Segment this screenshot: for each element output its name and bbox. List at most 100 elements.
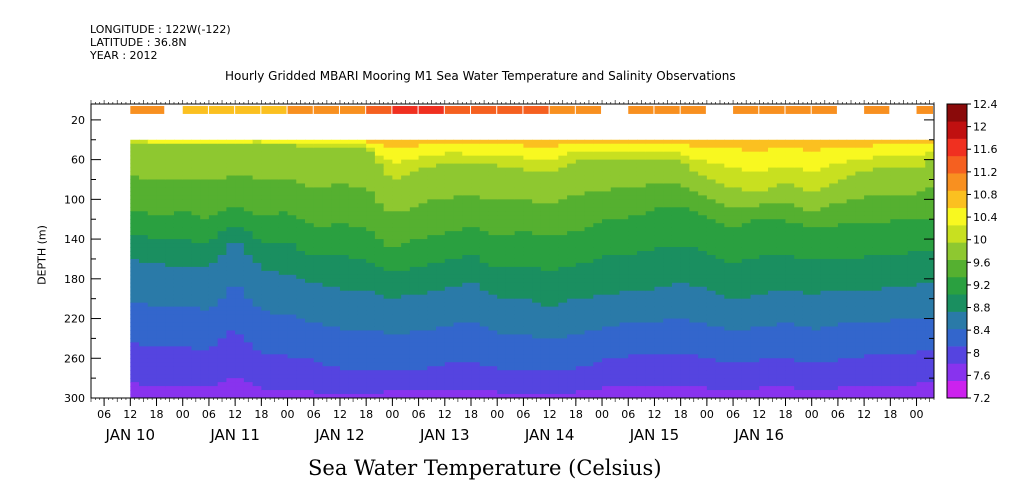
x-day-label: JAN 14 (524, 426, 575, 444)
surface-cell (654, 105, 680, 114)
colorbar-tick-label: 11.6 (973, 143, 998, 156)
surface-cell (471, 105, 497, 114)
surface-cell (366, 105, 392, 114)
surface-cell (523, 105, 549, 114)
x-tick-label: 18 (778, 408, 792, 421)
x-tick-label: 18 (674, 408, 688, 421)
year-text: YEAR : 2012 (90, 49, 158, 62)
y-tick-label: 300 (64, 392, 85, 405)
colorbar-tick-label: 9.2 (973, 279, 991, 292)
x-day-label: JAN 13 (419, 426, 470, 444)
surface-cell (759, 105, 785, 114)
colorbar-swatch (947, 121, 967, 139)
colorbar-swatch (947, 259, 967, 278)
x-tick-label: 18 (464, 408, 478, 421)
colorbar-swatch (947, 207, 967, 226)
x-tick-label: 12 (543, 408, 557, 421)
x-tick-label: 00 (700, 408, 714, 421)
colorbar-label: Sea Water Temperature (Celsius) (308, 456, 662, 480)
colorbar-swatch (947, 225, 967, 243)
surface-cell (811, 105, 837, 114)
x-tick-label: 12 (333, 408, 347, 421)
x-day-label: JAN 10 (105, 426, 156, 444)
latitude-text: LATITUDE : 36.8N (90, 36, 187, 49)
colorbar-frame (946, 103, 968, 399)
colorbar-tick-label: 10 (973, 234, 987, 247)
y-tick-label: 180 (64, 273, 85, 286)
surface-cell (339, 105, 366, 114)
colorbar-tick-label: 7.2 (973, 392, 991, 405)
colorbar-tick-label: 12.4 (973, 98, 998, 111)
surface-temperature-row (130, 105, 933, 114)
colorbar-swatch (947, 363, 967, 382)
surface-cell (864, 105, 890, 114)
x-tick-label: 18 (150, 408, 164, 421)
surface-cell (497, 105, 523, 114)
x-tick-label: 06 (202, 408, 216, 421)
surface-cell (313, 105, 339, 114)
x-tick-label: 00 (385, 408, 399, 421)
colorbar-tick-label: 7.6 (973, 369, 991, 382)
colorbar-swatch (947, 190, 967, 209)
colorbar-swatch (947, 311, 967, 330)
x-day-label: JAN 11 (209, 426, 260, 444)
y-tick-label: 260 (64, 352, 85, 365)
x-tick-label: 12 (438, 408, 452, 421)
x-tick-label: 12 (228, 408, 242, 421)
x-tick-label: 00 (281, 408, 295, 421)
x-tick-label: 18 (254, 408, 268, 421)
colorbar-tick-label: 8.8 (973, 302, 991, 315)
colorbar-swatch (947, 155, 967, 174)
x-day-label: JAN 12 (314, 426, 365, 444)
surface-cell (287, 105, 313, 114)
x-tick-label: 06 (831, 408, 845, 421)
x-day-label: JAN 15 (629, 426, 680, 444)
surface-cell (235, 105, 261, 114)
x-tick-label: 06 (97, 408, 111, 421)
x-tick-label: 12 (857, 408, 871, 421)
x-tick-label: 12 (123, 408, 137, 421)
y-tick-label: 220 (64, 313, 85, 326)
colorbar-swatch (947, 276, 967, 295)
colorbar-swatch (947, 328, 967, 347)
x-tick-label: 00 (490, 408, 504, 421)
y-tick-label: 20 (71, 114, 85, 127)
colorbar-tick-label: 8 (973, 347, 980, 360)
colorbar-swatch (947, 346, 967, 364)
surface-cell (733, 105, 759, 114)
colorbar-tick-label: 10.8 (973, 188, 998, 201)
surface-cell (549, 105, 575, 114)
colorbar-tick-label: 8.4 (973, 324, 991, 337)
surface-cell (208, 105, 235, 114)
surface-cell (418, 105, 444, 114)
x-tick-label: 00 (805, 408, 819, 421)
surface-cell (130, 105, 165, 114)
x-tick-label: 06 (412, 408, 426, 421)
colorbar-swatch (947, 138, 967, 157)
y-tick-label: 60 (71, 154, 85, 167)
x-tick-label: 18 (569, 408, 583, 421)
surface-cell (182, 105, 208, 114)
longitude-text: LONGITUDE : 122W(-122) (90, 23, 231, 36)
colorbar-tick-label: 9.6 (973, 256, 991, 269)
surface-cell (575, 105, 602, 114)
y-tick-label: 140 (64, 233, 85, 246)
colorbar-tick-label: 10.4 (973, 211, 998, 224)
x-tick-label: 18 (883, 408, 897, 421)
x-tick-label: 06 (726, 408, 740, 421)
x-tick-label: 00 (595, 408, 609, 421)
x-tick-label: 00 (910, 408, 924, 421)
colorbar-swatch (947, 173, 967, 191)
surface-cell (261, 105, 287, 114)
colorbar-swatch (947, 242, 967, 260)
x-tick-label: 18 (359, 408, 373, 421)
x-tick-label: 06 (516, 408, 530, 421)
surface-cell (680, 105, 706, 114)
colorbar-tick-label: 12 (973, 121, 987, 134)
x-day-label: JAN 16 (734, 426, 785, 444)
surface-cell (444, 105, 471, 114)
surface-cell (916, 105, 933, 114)
colorbar-swatch (947, 380, 967, 399)
surface-cell (628, 105, 654, 114)
